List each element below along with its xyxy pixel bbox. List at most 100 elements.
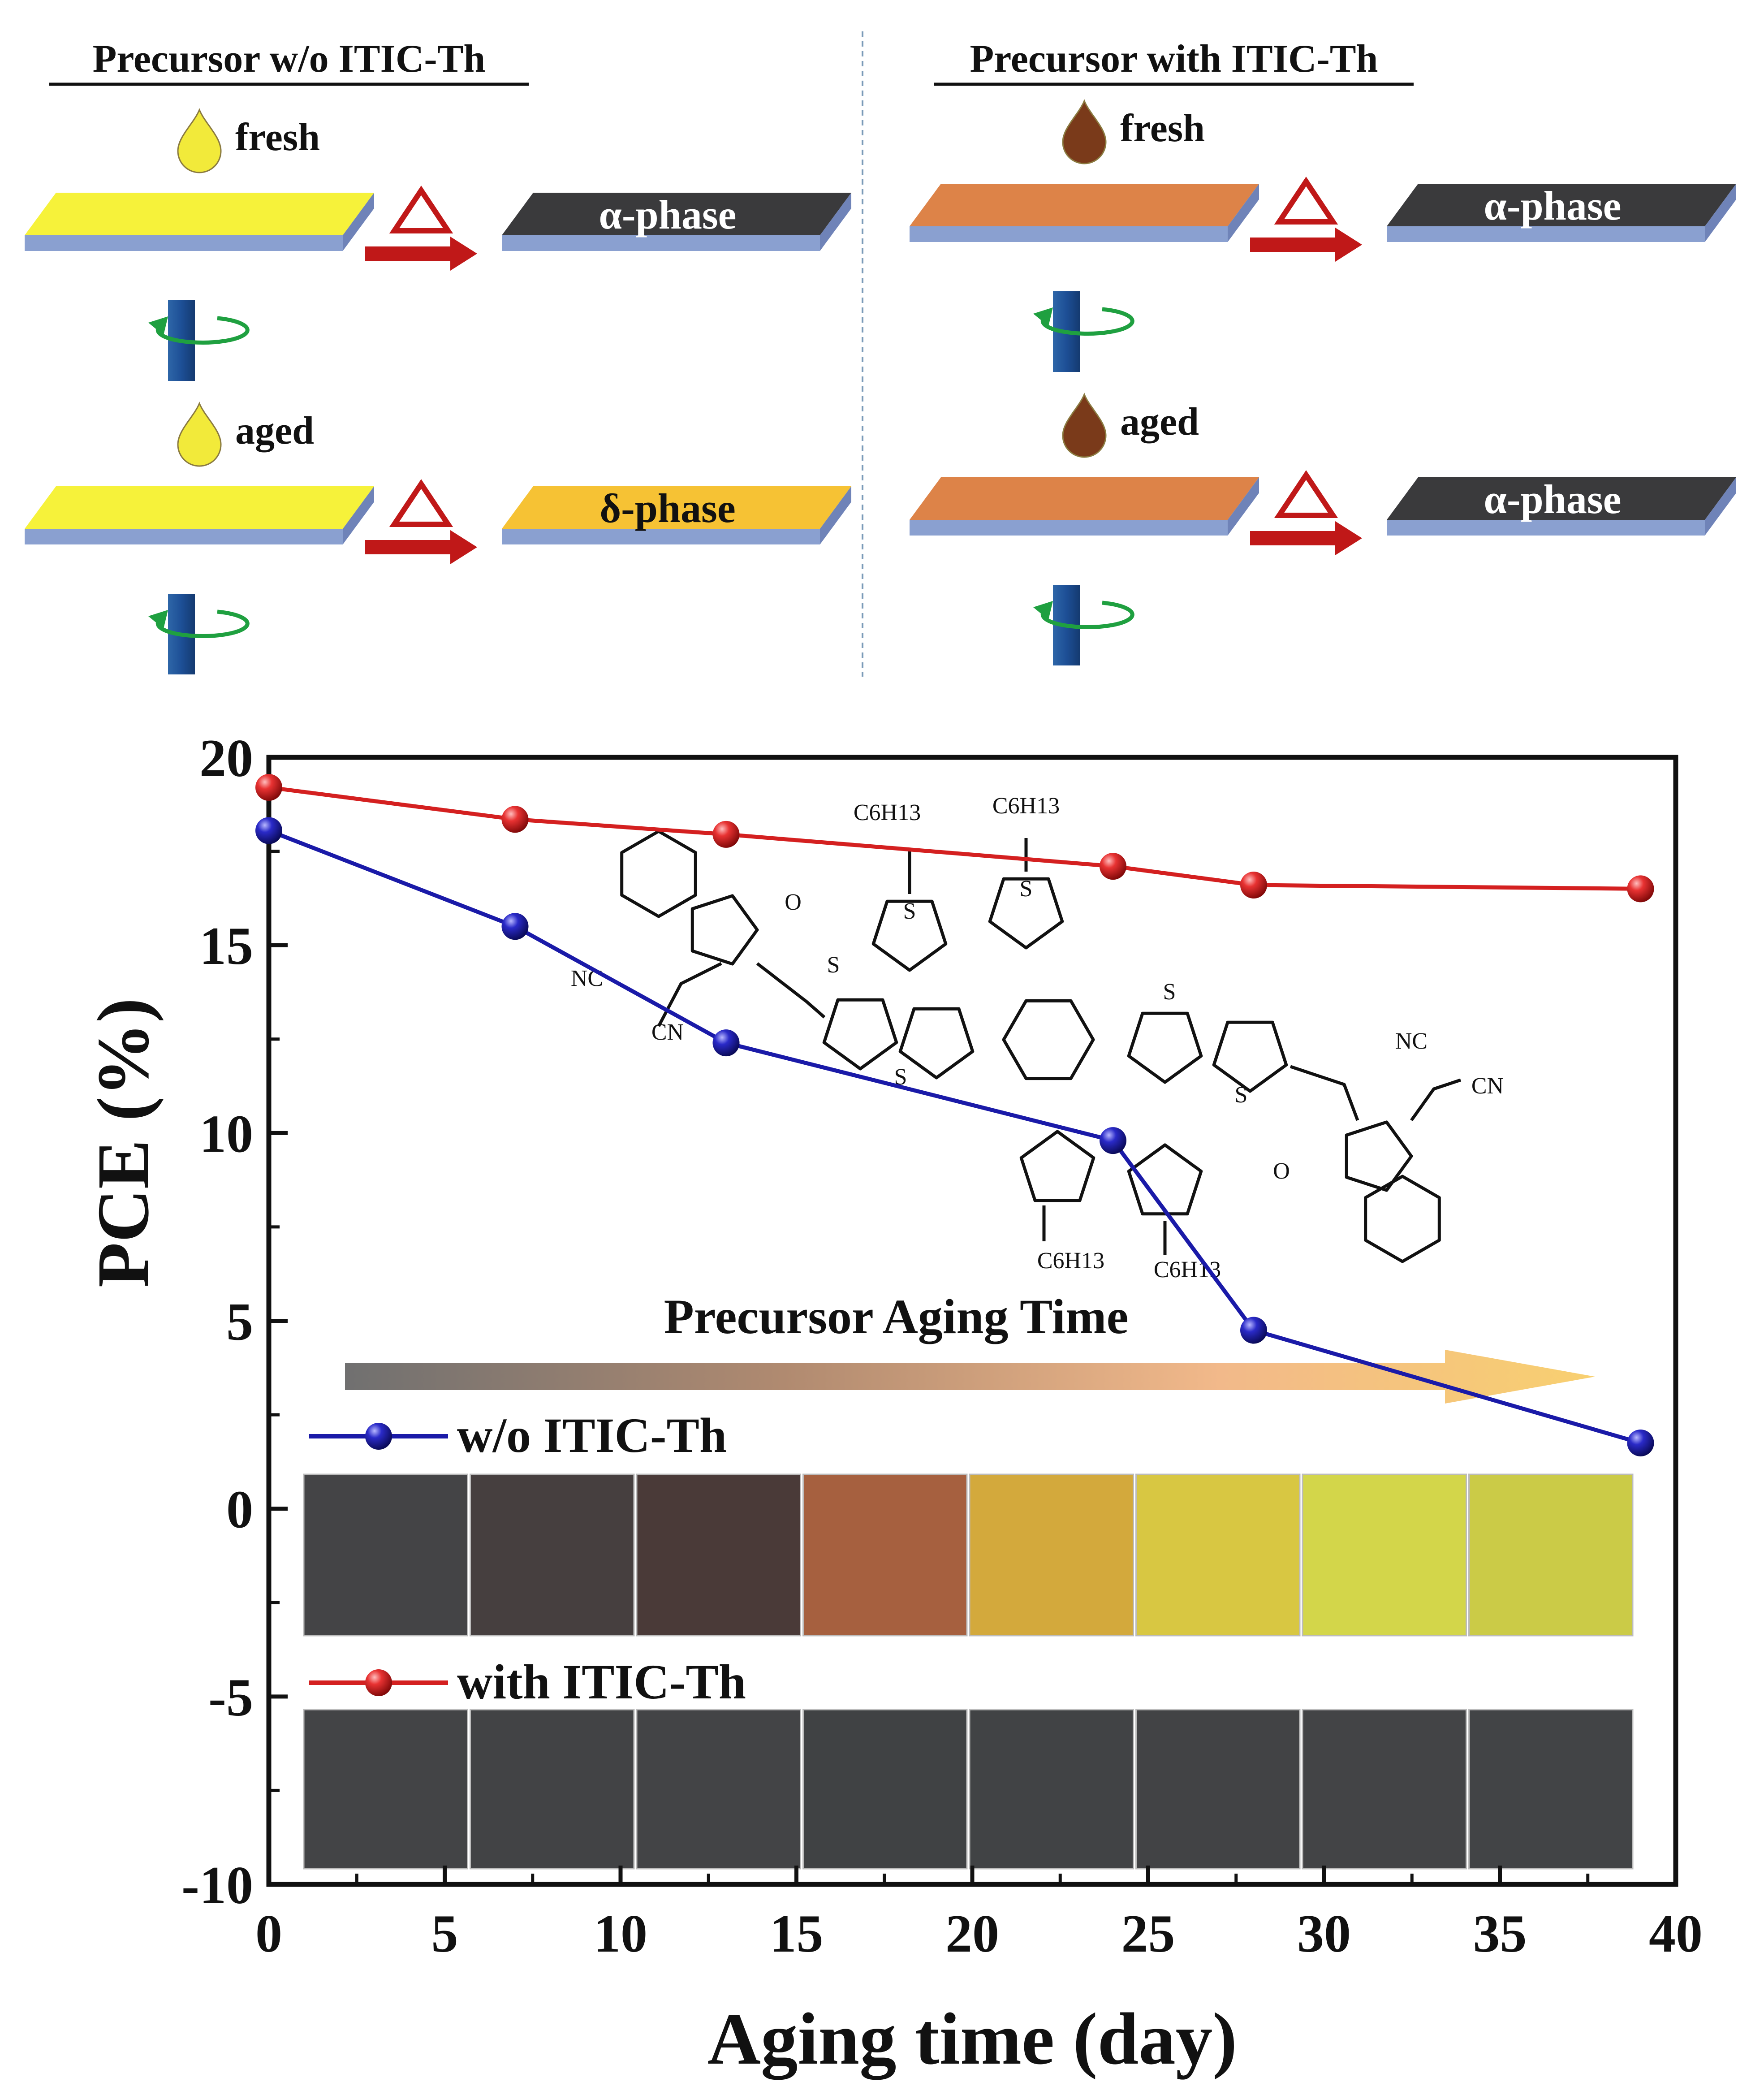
thiophene-bottom-1 bbox=[1019, 1130, 1095, 1202]
atom-label-10: CN bbox=[1471, 1073, 1504, 1099]
chart-legend: w/o ITIC-Th with ITIC-Th bbox=[309, 1408, 746, 1709]
schematic-left-anneal-arrow-0-heat-triangle bbox=[389, 186, 453, 233]
schematic-right-film-0-front bbox=[1387, 226, 1705, 242]
film-photo-wo-1 bbox=[470, 1473, 635, 1637]
film-photo-wo-6 bbox=[1302, 1473, 1467, 1637]
schematic-title-right: Precursor with ITIC-Th bbox=[970, 37, 1378, 81]
schematic-left-substrate-0-front bbox=[25, 235, 343, 251]
x-tick-label-25: 25 bbox=[1121, 1904, 1175, 1963]
y-tick-label--5: -5 bbox=[208, 1667, 253, 1727]
x-tick-label-30: 30 bbox=[1297, 1904, 1351, 1963]
vinylene-right bbox=[1290, 1065, 1359, 1121]
schematic-right-row-1: aged α-phase bbox=[910, 392, 1736, 665]
schematic-left-spin-coater-1-rotation-arrow bbox=[155, 609, 250, 638]
legend-label-with-itic: with ITIC-Th bbox=[457, 1654, 746, 1709]
schematic-right-phase-0: α-phase bbox=[1484, 183, 1622, 229]
schematic-left-spin-coater-0 bbox=[148, 300, 250, 381]
schematic-left-spin-coater-0-rotation-arrow bbox=[155, 316, 250, 345]
schematic: Precursor w/o ITIC-Th fresh α-phase aged δ-p… bbox=[25, 37, 1736, 674]
schematic-left-state-0: fresh bbox=[235, 116, 320, 159]
schematic-left: Precursor w/o ITIC-Th fresh α-phase aged δ-p… bbox=[25, 37, 851, 674]
schematic-left-substrate-0 bbox=[25, 193, 374, 251]
schematic-right-spin-coater-1-rotation-arrowhead bbox=[1033, 601, 1053, 620]
atom-label-8: S bbox=[1235, 1082, 1248, 1108]
film-photo-with-3 bbox=[802, 1709, 968, 1870]
vinyl-cyano-left bbox=[657, 962, 722, 1027]
film-photo-with-1 bbox=[470, 1709, 635, 1870]
schematic-right-phase-1: α-phase bbox=[1484, 476, 1622, 522]
thiophene-top-2 bbox=[988, 877, 1064, 950]
series-point-wo-itic-0 bbox=[255, 817, 282, 844]
atom-label-5: S bbox=[1020, 876, 1033, 902]
film-photos bbox=[303, 1473, 1634, 1870]
series-point-wo-itic-5 bbox=[1627, 1429, 1654, 1456]
series-point-wo-itic-4 bbox=[1240, 1317, 1267, 1344]
schematic-right-anneal-arrow-1 bbox=[1250, 470, 1362, 555]
schematic-right-film-0-top bbox=[1387, 184, 1736, 226]
indanone-left bbox=[690, 894, 759, 966]
atom-label-11: O bbox=[1273, 1158, 1290, 1184]
benzene-left bbox=[620, 829, 697, 918]
schematic-right-row-0: fresh α-phase bbox=[910, 99, 1736, 372]
schematic-left-state-1: aged bbox=[235, 409, 314, 453]
legend-marker-with-itic bbox=[365, 1669, 392, 1696]
schematic-right-drop-1 bbox=[1062, 392, 1107, 458]
schematic-right-film-1-side bbox=[1705, 477, 1736, 536]
film-photo-with-7 bbox=[1468, 1709, 1634, 1870]
schematic-left-film-1-top bbox=[502, 486, 851, 529]
schematic-left-anneal-arrow-1-body bbox=[365, 530, 477, 564]
schematic-right-substrate-0-front bbox=[910, 226, 1228, 242]
schematic-right-state-0: fresh bbox=[1120, 107, 1205, 150]
benzene-right bbox=[1364, 1175, 1441, 1263]
substituent-label-0: C6H13 bbox=[854, 800, 921, 825]
thiophene-core-2 bbox=[898, 1007, 975, 1080]
schematic-left-substrate-1-side bbox=[343, 486, 374, 544]
schematic-left-anneal-arrow-0-body bbox=[365, 237, 477, 271]
y-tick-label-10: 10 bbox=[199, 1104, 253, 1163]
schematic-right-anneal-arrow-1-body bbox=[1250, 521, 1362, 555]
schematic-left-film-0 bbox=[502, 193, 851, 251]
thiophene-top-1 bbox=[871, 899, 948, 972]
schematic-right-anneal-arrow-0 bbox=[1250, 177, 1362, 262]
vinylene-left bbox=[756, 962, 826, 1019]
film-photo-wo-0 bbox=[303, 1473, 468, 1637]
vinyl-cyano-right bbox=[1410, 1078, 1462, 1122]
x-tick-label-5: 5 bbox=[431, 1904, 458, 1963]
series-line-wo-itic bbox=[268, 829, 1641, 1445]
y-tick-label-15: 15 bbox=[199, 916, 253, 976]
x-tick-label-35: 35 bbox=[1473, 1904, 1527, 1963]
x-tick-label-20: 20 bbox=[945, 1904, 999, 1963]
thiophene-core-3 bbox=[1127, 1011, 1203, 1084]
schematic-left-film-0-front bbox=[502, 235, 820, 251]
schematic-right-spin-coater-0-rotation-arrow bbox=[1040, 307, 1134, 336]
series-point-with-itic-5 bbox=[1627, 875, 1654, 903]
schematic-right-substrate-1-side bbox=[1228, 477, 1259, 536]
schematic-left-row-1: aged δ-phase bbox=[25, 401, 851, 674]
schematic-left-drop-0 bbox=[177, 108, 222, 173]
schematic-title-left: Precursor w/o ITIC-Th bbox=[93, 37, 486, 81]
film-photo-with-5 bbox=[1135, 1709, 1301, 1870]
aging-arrow-label: Precursor Aging Time bbox=[664, 1289, 1129, 1344]
film-photo-with-0 bbox=[303, 1709, 468, 1870]
x-tick-label-0: 0 bbox=[255, 1904, 282, 1963]
schematic-left-spin-coater-0-rotation-arrowhead bbox=[148, 316, 168, 335]
schematic-right-spin-coater-1 bbox=[1033, 585, 1134, 665]
x-tick-label-10: 10 bbox=[594, 1904, 647, 1963]
schematic-left-film-1 bbox=[502, 486, 851, 544]
substituent-label-2: C6H13 bbox=[1037, 1248, 1104, 1274]
schematic-left-drop-1 bbox=[177, 401, 222, 467]
schematic-right-substrate-1-front bbox=[910, 520, 1228, 536]
schematic-right-film-1-front bbox=[1387, 520, 1705, 536]
atom-label-3: S bbox=[827, 952, 840, 978]
film-photo-wo-5 bbox=[1135, 1473, 1301, 1637]
chart-series bbox=[255, 774, 1654, 1456]
schematic-left-anneal-arrow-1 bbox=[365, 479, 477, 564]
schematic-left-film-0-side bbox=[820, 193, 851, 251]
atom-label-9: NC bbox=[1395, 1028, 1428, 1054]
series-point-wo-itic-2 bbox=[712, 1029, 740, 1057]
schematic-right-film-1-top bbox=[1387, 477, 1736, 520]
chart-axes: 0 5 10 15 20 25 30 35 40 -10 -5 0 5 10 15 20 bbox=[181, 728, 1703, 1963]
thiophene-core-4 bbox=[1212, 1020, 1288, 1093]
